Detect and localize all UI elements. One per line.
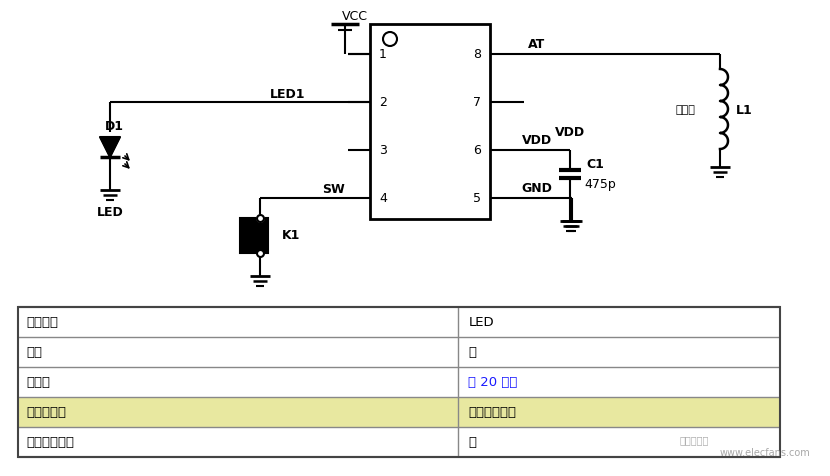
Text: 充满电: 充满电 [26,376,50,389]
Text: 5: 5 [473,192,481,205]
Text: C1: C1 [586,158,604,171]
Bar [18,427,780,457]
Text: 8: 8 [473,49,481,61]
Text: 发热丝: 发热丝 [675,105,695,115]
Text: 亮: 亮 [468,436,476,448]
Polygon shape [100,138,120,158]
Bar [18,367,780,397]
Bar [18,307,780,457]
Text: 充电时点烟: 充电时点烟 [26,406,66,418]
Bar [18,307,780,337]
Text: AT: AT [529,39,545,51]
Bar [370,25,490,219]
Bar [18,337,780,367]
Text: 2: 2 [379,96,387,109]
Text: 工作状态: 工作状态 [26,316,58,329]
Text: LED1: LED1 [271,87,305,100]
Text: 7: 7 [473,96,481,109]
Text: 闪 20 下灯: 闪 20 下灯 [468,376,518,389]
Text: GND: GND [521,182,553,195]
Text: 充电: 充电 [26,346,42,359]
Text: 亮: 亮 [468,346,476,359]
Text: 电子发烧友: 电子发烧友 [680,434,710,444]
Text: L1: L1 [736,103,753,116]
Text: 不充电，点烟: 不充电，点烟 [26,436,74,448]
Text: D1: D1 [105,119,124,132]
Bar [18,397,780,427]
Text: SW: SW [322,183,344,196]
Bar [240,218,268,253]
Text: LED: LED [96,206,124,219]
Text: VDD: VDD [522,134,552,147]
Text: K1: K1 [282,229,300,242]
Text: LED: LED [468,316,494,329]
Text: 1: 1 [379,49,387,61]
Text: 显示充电情况: 显示充电情况 [468,406,516,418]
Text: VDD: VDD [555,126,585,139]
Text: www.elecfans.com: www.elecfans.com [720,447,810,457]
Text: 475p: 475p [584,178,616,191]
Text: 3: 3 [379,144,387,157]
Text: 4: 4 [379,192,387,205]
Text: 6: 6 [473,144,481,157]
Text: VCC: VCC [342,10,368,23]
